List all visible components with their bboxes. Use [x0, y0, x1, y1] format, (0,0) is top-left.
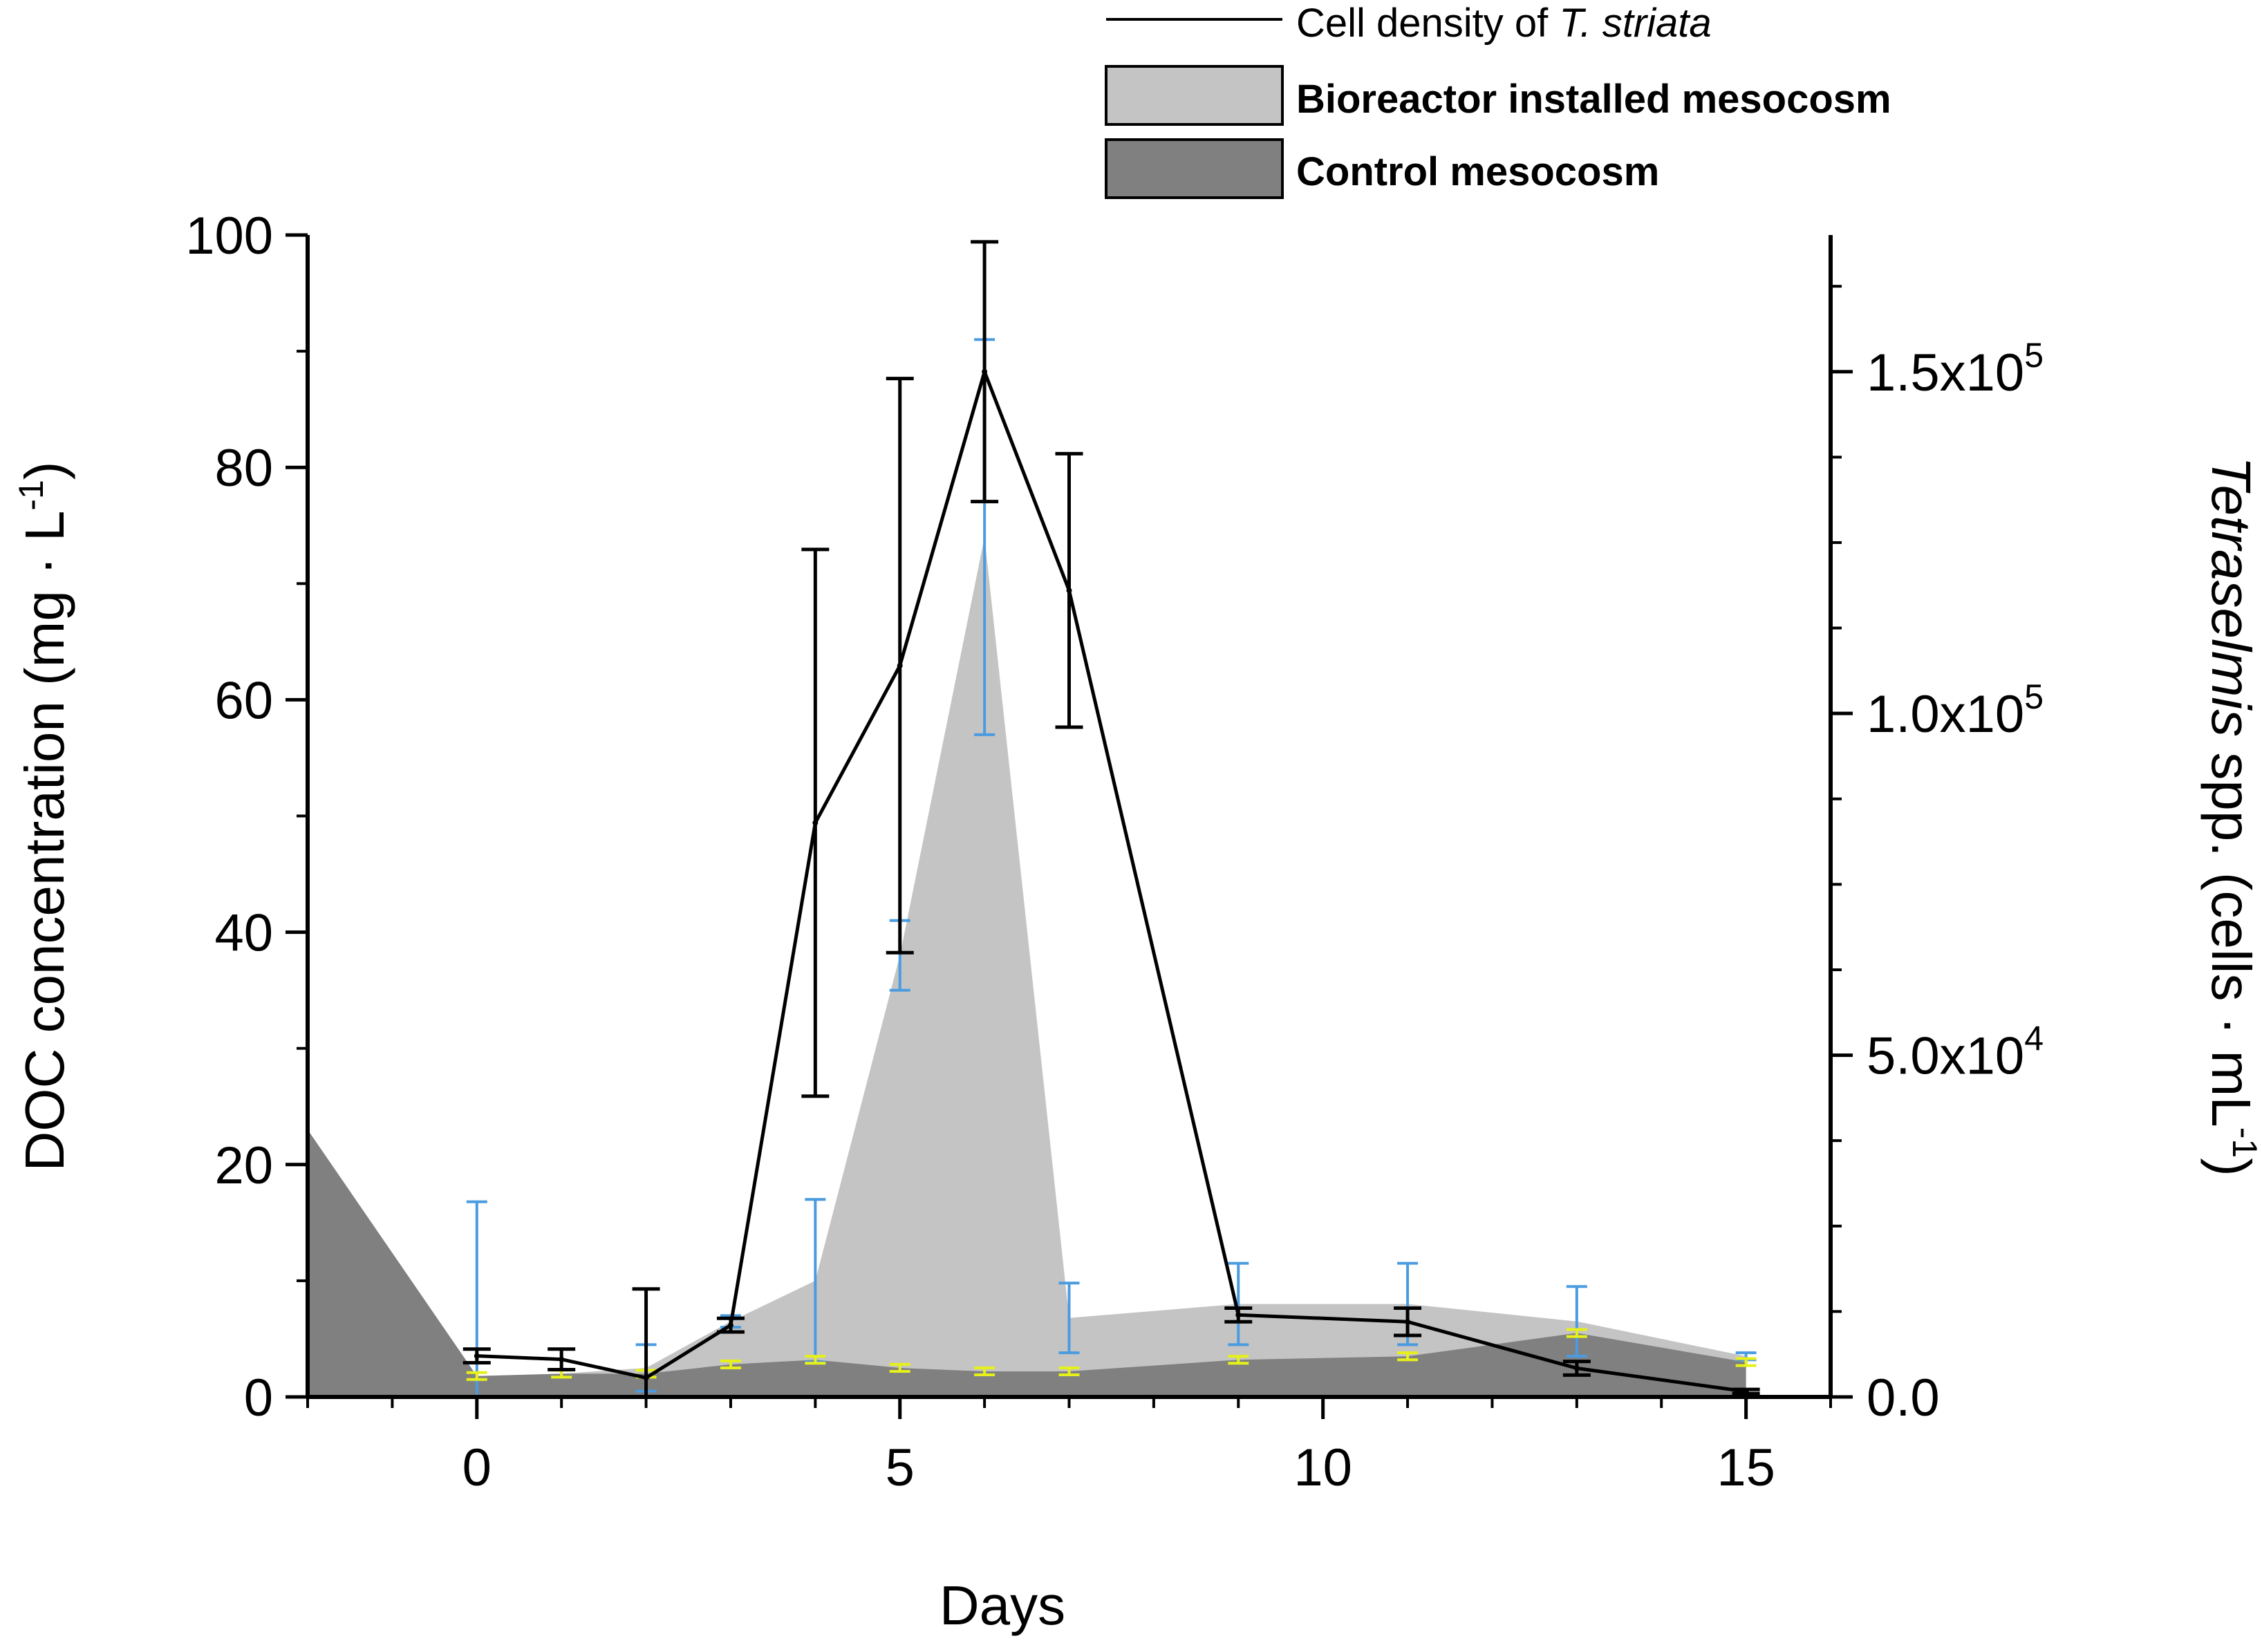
control-error-bar	[1566, 1328, 1587, 1338]
cell-density-point	[1066, 588, 1072, 594]
y-tick-label: 60	[214, 671, 273, 730]
left-y-axis-title: DOC concentration (mg · L-1)	[12, 461, 75, 1171]
bioreactor-error-bar	[1566, 1285, 1587, 1358]
cell-density-point	[727, 1322, 733, 1329]
bioreactor-error-bar	[1228, 1261, 1249, 1346]
control-error-bar	[720, 1359, 741, 1369]
cell-density-line	[476, 366, 1746, 1393]
legend-bioreactor-swatch	[1105, 65, 1284, 126]
y-tick-label: 0	[244, 1369, 273, 1427]
cell-density-point	[982, 368, 988, 375]
control-error-bar	[1397, 1351, 1419, 1362]
cell-density-point	[1573, 1365, 1580, 1371]
cell-density-layer	[462, 240, 1760, 1399]
bioreactor-area	[308, 537, 1746, 1397]
x-tick-label: 15	[1717, 1438, 1775, 1497]
legend-bioreactor-label: Bioreactor installed mesocosm	[1296, 77, 1891, 122]
control-error-bar	[889, 1362, 910, 1373]
cell-density-point	[1235, 1312, 1242, 1318]
area-layer	[308, 537, 1746, 1397]
control-error-bar	[805, 1355, 826, 1365]
legend-line-label: Cell density of T. striata	[1296, 1, 1712, 46]
y2-tick-label: 5.0x104	[1867, 1020, 2044, 1086]
cell-density-point	[474, 1353, 480, 1359]
legend-control-swatch	[1105, 138, 1284, 199]
x-tick-label: 0	[462, 1438, 492, 1497]
y2-tick-label: 1.0x105	[1867, 677, 2044, 744]
area-error-bars	[466, 338, 1757, 1398]
y-tick-label: 80	[214, 439, 273, 498]
y2-tick-label: 0.0	[1867, 1369, 1940, 1427]
legend-control-label: Control mesocosm	[1296, 149, 1659, 194]
control-error-bar	[1735, 1357, 1757, 1367]
y2-tick-label: 1.5x105	[1867, 336, 2044, 402]
legend: Cell density of T. striata Bioreactor in…	[1105, 1, 1891, 199]
control-error-bar	[974, 1366, 996, 1377]
cell-density-point	[897, 662, 903, 668]
x-axis-title: Days	[940, 1575, 1065, 1636]
cell-density-point	[1743, 1389, 1749, 1395]
control-error-bar	[1228, 1355, 1249, 1365]
y-tick-label: 40	[214, 904, 273, 963]
right-y-axis-title: Tetraselmis spp. (cells · mL-1)	[2200, 456, 2262, 1176]
cell-density-point	[812, 820, 819, 826]
control-error-bar	[1058, 1366, 1080, 1377]
left-y-axis-ticks: 0 20 40 60 80 100	[185, 207, 308, 1427]
y-tick-label: 20	[214, 1136, 273, 1195]
x-axis-ticks: 0 5 10 15	[306, 1397, 1832, 1497]
control-error-bar	[466, 1371, 487, 1381]
cell-density-point	[559, 1356, 565, 1362]
bioreactor-error-bar	[1058, 1282, 1080, 1355]
y-tick-label: 100	[185, 207, 273, 265]
cell-density-point	[1405, 1319, 1411, 1325]
x-tick-label: 5	[886, 1438, 915, 1497]
x-tick-label: 10	[1293, 1438, 1352, 1497]
right-y-axis-ticks: 0.0 5.0x104 1.0x105 1.5x105	[1831, 285, 2044, 1427]
cell-density-point	[643, 1375, 649, 1381]
